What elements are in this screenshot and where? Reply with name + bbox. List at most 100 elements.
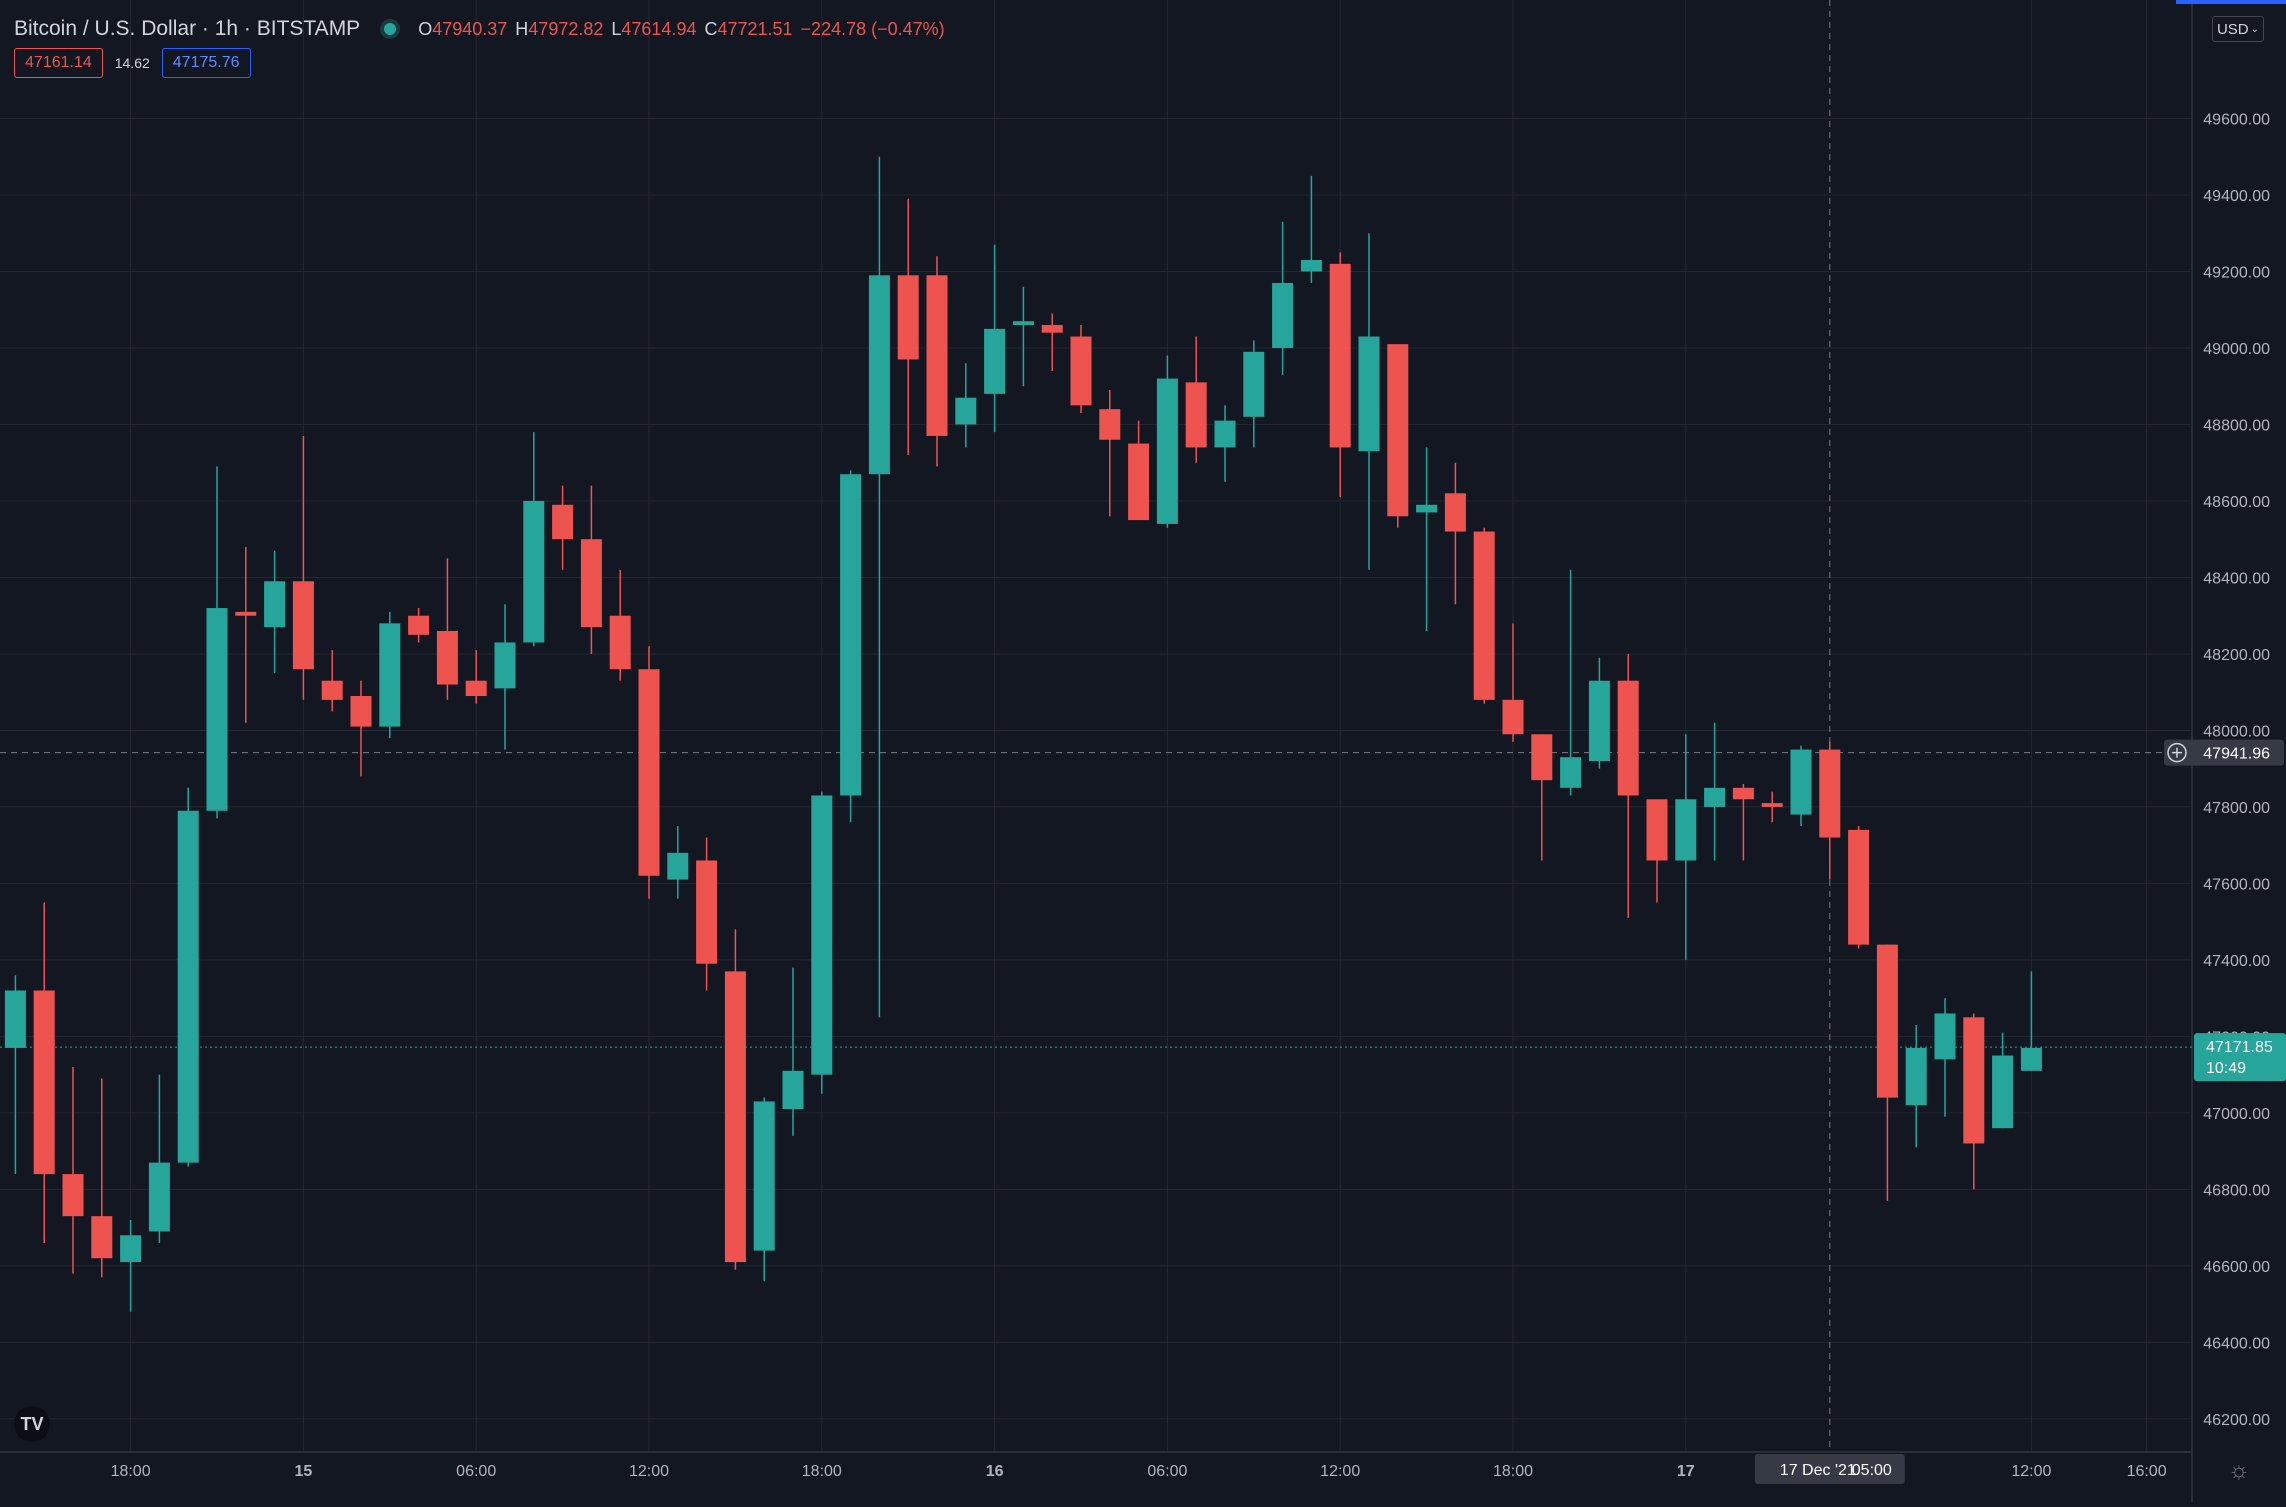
candle-body[interactable] [91,1216,113,1259]
candle-body[interactable] [33,990,55,1175]
candle-body[interactable] [120,1235,142,1263]
price-axis-tick-label: 48600.00 [2203,494,2270,511]
candle-body[interactable] [811,795,833,1075]
candle-body[interactable] [1502,699,1524,735]
price-axis-tick-label: 46600.00 [2203,1259,2270,1276]
candle-body[interactable] [1099,409,1121,440]
candle-body[interactable] [148,1162,170,1232]
candle-body[interactable] [4,990,26,1048]
tradingview-logo-icon[interactable]: TV [14,1406,50,1442]
candle-body[interactable] [580,539,602,628]
candle-body[interactable] [840,474,862,796]
candle-body[interactable] [1617,680,1639,796]
candle-body[interactable] [696,860,718,964]
candle-body[interactable] [235,611,257,616]
candle-body[interactable] [1934,1013,1956,1060]
candle-body[interactable] [782,1070,804,1110]
candle-body[interactable] [897,275,919,360]
candle-body[interactable] [1214,420,1236,448]
price-axis-tick-label: 47400.00 [2203,953,2270,970]
candle-body[interactable] [1848,829,1870,945]
candle-body[interactable] [609,615,631,670]
candle-body[interactable] [1588,680,1610,762]
candle-body[interactable] [1876,944,1898,1098]
candle-body[interactable] [350,696,372,727]
candle-body[interactable] [206,608,228,811]
candle-body[interactable] [1156,378,1178,524]
candle-body[interactable] [753,1101,775,1251]
candle-body[interactable] [955,397,977,425]
market-open-status-icon [384,23,397,35]
candle-body[interactable] [465,680,487,697]
candle-body[interactable] [1128,443,1150,521]
crosshair-price-label: 47941.96 [2203,746,2270,763]
candle-body[interactable] [1444,493,1466,532]
ohlc-values: O47940.37 H47972.82 L47614.94 C47721.51 … [418,19,944,40]
symbol-title[interactable]: Bitcoin / U.S. Dollar · 1h · BITSTAMP [14,17,361,40]
candle-body[interactable] [321,680,343,700]
candle-body[interactable] [264,581,286,628]
price-axis-tick-label: 48200.00 [2203,647,2270,664]
candle-body[interactable] [1416,504,1438,513]
top-accent-bar [2176,0,2286,4]
symbol-legend[interactable]: Bitcoin / U.S. Dollar · 1h · BITSTAMP O4… [14,14,945,44]
candle-body[interactable] [177,810,199,1163]
candle-body[interactable] [984,328,1006,394]
price-axis-tick-label: 47600.00 [2203,876,2270,893]
candle-body[interactable] [292,581,314,670]
candle-body[interactable] [552,504,574,540]
candle-body[interactable] [1732,787,1754,800]
candle-body[interactable] [1790,749,1812,815]
crosshair-time-label-bg [1754,1454,1905,1484]
candle-body[interactable] [1992,1055,2014,1129]
candle-body[interactable] [2020,1047,2042,1071]
candle-body[interactable] [1185,382,1207,448]
candle-body[interactable] [408,615,430,635]
bid-price-button[interactable]: 47161.14 [14,48,103,78]
candle-body[interactable] [1300,260,1322,272]
candle-body[interactable] [638,669,660,876]
candle-body[interactable] [1905,1047,1927,1106]
candle-body[interactable] [1819,749,1841,838]
add-alert-plus-icon[interactable] [2167,742,2187,763]
candle-body[interactable] [667,852,689,880]
spread-value: 14.62 [114,55,150,71]
candle-body[interactable] [523,500,545,643]
candle-body[interactable] [1531,734,1553,781]
candle-body[interactable] [1041,325,1063,333]
last-price-countdown: 10:49 [2206,1060,2246,1077]
settings-gear-icon[interactable]: ☼ [2228,1457,2250,1484]
candle-body[interactable] [1473,531,1495,700]
candle-body[interactable] [1675,799,1697,861]
candle-body[interactable] [494,642,516,689]
price-axis-tick-label: 46400.00 [2203,1335,2270,1352]
candle-body[interactable] [436,630,458,685]
candle-body[interactable] [1329,263,1351,448]
currency-dropdown[interactable]: USD ⌄ [2212,16,2264,42]
candle-body[interactable] [926,275,948,436]
candle-body[interactable] [1761,803,1783,807]
high-value: 47972.82 [528,18,604,39]
candle-body[interactable] [1012,321,1034,326]
time-axis-panel[interactable] [0,1452,2286,1502]
candle-body[interactable] [379,623,401,727]
candle-body[interactable] [724,971,746,1263]
time-axis-tick-label: 12:00 [1320,1463,1360,1480]
candle-body[interactable] [1646,799,1668,861]
ask-price-button[interactable]: 47175.76 [161,48,251,78]
candle-body[interactable] [1704,787,1726,807]
price-axis-tick-label: 48800.00 [2203,417,2270,434]
crosshair-price-label-bg [2164,739,2284,766]
candle-body[interactable] [1387,344,1409,517]
candle-body[interactable] [1070,336,1092,406]
candle-body[interactable] [868,275,890,475]
candle-body[interactable] [1272,282,1294,348]
time-axis-tick-label: 17 [1677,1463,1695,1480]
candle-body[interactable] [1963,1017,1985,1144]
candle-body[interactable] [1560,757,1582,788]
candle-body[interactable] [62,1174,84,1217]
candle-body[interactable] [1243,351,1265,417]
candle-body[interactable] [1358,336,1380,452]
